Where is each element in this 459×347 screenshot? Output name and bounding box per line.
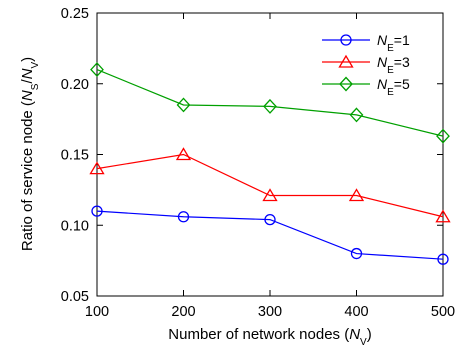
series-1 — [91, 205, 449, 265]
data-point — [90, 62, 104, 78]
legend-entry: NE=1 — [322, 32, 410, 54]
legend-label: NE=3 — [377, 54, 410, 76]
legend: NE=1NE=3NE=5 — [312, 27, 434, 101]
data-point — [350, 247, 363, 260]
x-tick-label: 400 — [344, 304, 368, 320]
x-tick-label: 200 — [171, 304, 195, 320]
series-layer — [89, 62, 451, 265]
legend-box — [312, 27, 434, 101]
y-tick-label: 0.05 — [61, 289, 89, 305]
data-point — [349, 107, 364, 123]
y-tick-label: 0.15 — [61, 148, 89, 164]
y-tick-label: 0.20 — [61, 77, 89, 93]
legend-entry: NE=3 — [322, 54, 410, 76]
series-2 — [89, 147, 451, 223]
data-point — [436, 128, 450, 144]
data-point — [435, 209, 451, 223]
series-3 — [90, 62, 450, 144]
data-point — [437, 253, 449, 265]
y-tick-label: 0.10 — [61, 218, 89, 234]
data-point — [263, 98, 277, 114]
legend-marker — [339, 76, 353, 92]
x-tick-label: 100 — [85, 304, 109, 320]
data-point — [176, 97, 191, 113]
x-axis-ticks: 100 200 300 400 500 — [85, 13, 455, 320]
data-point — [175, 147, 192, 161]
legend-marker — [340, 34, 352, 46]
x-tick-label: 300 — [258, 304, 282, 320]
series-line — [96, 153, 444, 218]
legend-label: NE=1 — [377, 32, 410, 54]
y-tick-label: 0.25 — [61, 6, 89, 22]
y-axis-ticks: 0.05 0.10 0.15 0.20 0.25 — [61, 6, 443, 305]
data-point — [262, 188, 278, 202]
data-point — [348, 188, 365, 202]
x-tick-label: 500 — [431, 304, 455, 320]
data-point — [177, 211, 190, 223]
legend-entry: NE=5 — [322, 76, 410, 98]
series-line — [96, 69, 444, 137]
data-point — [89, 161, 105, 175]
series-line — [96, 210, 444, 260]
legend-label: NE=5 — [377, 76, 410, 98]
plot-area: 0.05 0.10 0.15 0.20 0.25 100 200 300 400 500 — [61, 6, 455, 320]
data-point — [91, 205, 103, 217]
y-axis-label: Ratio of service node (NS/NV) — [19, 57, 41, 251]
legend-marker — [338, 54, 354, 68]
data-point — [264, 213, 276, 226]
x-axis-label: Number of network nodes (NV) — [168, 326, 371, 347]
